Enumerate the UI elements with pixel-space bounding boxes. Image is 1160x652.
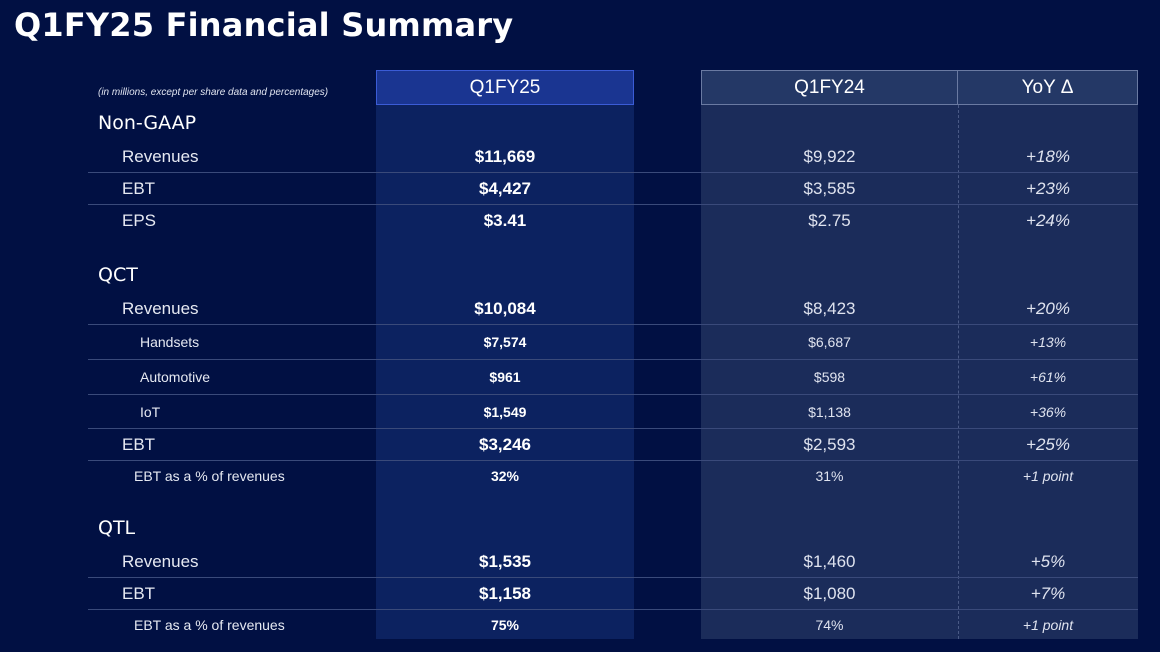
units-note: (in millions, except per share data and … [98,87,329,98]
q1fy25-value: $3.41 [483,211,527,230]
q1fy25-value: $4,427 [479,178,531,198]
row-label: EBT as a % of revenues [134,616,285,633]
table-row: EBT $4,427 $3,585 +23% [88,173,1138,205]
table-row: IoT $1,549 $1,138 +36% [88,395,1138,429]
q1fy25-value: $1,158 [479,583,531,603]
q1fy25-value: $11,669 [474,146,536,166]
q1fy25-value: $961 [489,369,521,385]
q1fy24-value: $2.75 [808,211,851,230]
yoy-change-value: +1 point [1022,468,1074,484]
q1fy24-value: $1,460 [803,551,856,571]
yoy-change-value: +13% [1029,334,1067,350]
row-label: Revenues [122,146,199,166]
table-row: EBT as a % of revenues 75% 74% +1 point [88,610,1138,639]
q1fy24-value: $598 [813,369,846,385]
table-row: EBT as a % of revenues 32% 31% +1 point [88,461,1138,491]
q1fy25-column-background [376,70,634,639]
q1fy24-value: $9,922 [803,146,856,166]
prior-year-column-background [701,70,1138,639]
row-label: EBT [122,178,156,198]
table-row: Handsets $7,574 $6,687 +13% [88,325,1138,360]
row-label: IoT [140,403,161,420]
q1fy25-value: $10,084 [474,298,536,318]
q1fy25-value: 75% [490,616,520,633]
q1fy25-value: $7,574 [483,334,527,350]
table-row: Revenues $1,535 $1,460 +5% [88,546,1138,578]
q1fy24-value: 74% [815,616,844,633]
q1fy24-value: $3,585 [803,178,856,198]
table-row: Revenues $10,084 $8,423 +20% [88,293,1138,325]
table-row: Revenues $11,669 $9,922 +18% [88,141,1138,173]
q1fy24-value: $8,423 [803,298,856,318]
q1fy25-value: $3,246 [479,434,531,454]
yoy-change-value: +25% [1026,434,1070,454]
row-label: Revenues [122,551,199,571]
row-label: EBT [122,583,156,603]
page-title: Q1FY25 Financial Summary [14,6,514,44]
q1fy25-value: $1,549 [483,403,527,420]
section-heading-qtl: QTL [98,517,136,539]
yoy-change-value: +24% [1026,211,1070,230]
section-heading-non-gaap: Non-GAAP [98,112,197,134]
yoy-change-value: +20% [1026,298,1070,318]
column-header-yoy-change: YoY Δ [958,70,1138,105]
q1fy24-value: $1,080 [803,583,856,603]
yoy-column-divider [958,105,959,639]
column-header-q1fy25: Q1FY25 [376,70,634,105]
row-label: Revenues [122,298,199,318]
yoy-change-value: +18% [1026,146,1070,166]
yoy-change-value: +5% [1030,551,1066,571]
row-label: EPS [122,211,157,230]
row-label: Automotive [140,369,211,385]
yoy-change-value: +61% [1029,369,1067,385]
column-header-q1fy24: Q1FY24 [701,70,958,105]
table-row: Automotive $961 $598 +61% [88,360,1138,395]
yoy-change-value: +7% [1030,583,1066,603]
table-row: EBT $3,246 $2,593 +25% [88,429,1138,461]
yoy-change-value: +36% [1029,403,1067,420]
table-row: EBT $1,158 $1,080 +7% [88,578,1138,610]
yoy-change-value: +23% [1026,178,1070,198]
q1fy24-value: 31% [815,468,844,484]
row-label: Handsets [140,334,200,350]
q1fy24-value: $1,138 [808,403,851,420]
q1fy24-value: $2,593 [803,434,856,454]
row-label: EBT [122,434,156,454]
row-label: EBT as a % of revenues [134,468,285,484]
q1fy25-value: $1,535 [479,551,531,571]
yoy-change-value: +1 point [1022,616,1074,633]
section-heading-qct: QCT [98,264,138,286]
table-row: EPS $3.41 $2.75 +24% [88,205,1138,237]
q1fy24-value: $6,687 [808,334,851,350]
q1fy25-value: 32% [490,468,520,484]
